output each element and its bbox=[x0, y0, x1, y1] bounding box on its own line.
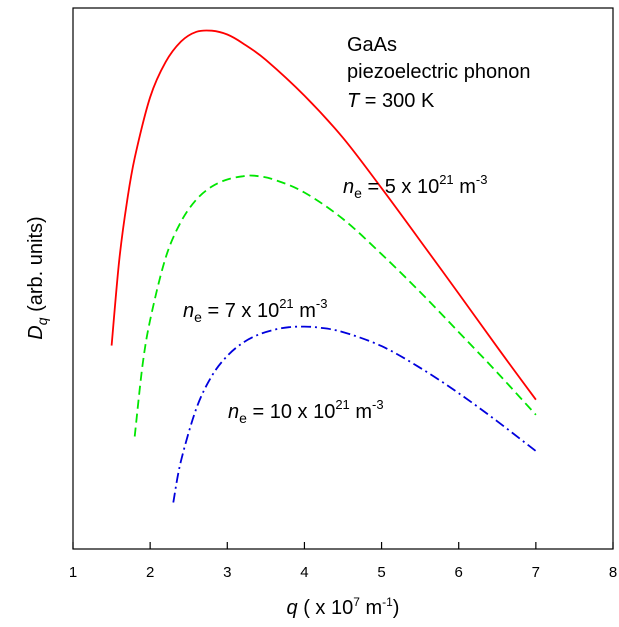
x-axis-unit-mid: m bbox=[360, 597, 382, 619]
x-tick-label-1: 2 bbox=[146, 564, 154, 581]
annotation-material: GaAs bbox=[347, 34, 397, 56]
x-axis-ticks: 1 2 3 4 5 6 7 8 bbox=[69, 542, 617, 581]
series-line-0 bbox=[110, 29, 537, 401]
series-line-1 bbox=[133, 174, 537, 437]
annotation-temperature: T = 300 K bbox=[347, 90, 435, 112]
annotation-temperature-value: = 300 K bbox=[359, 90, 435, 112]
series-label-2: ne = 10 x 1021 m-3 bbox=[228, 397, 384, 426]
series-label-0-part-5: -3 bbox=[476, 172, 488, 187]
series-label-0-part-3: 21 bbox=[439, 172, 453, 187]
x-tick-label-5: 6 bbox=[455, 564, 463, 581]
x-axis-unit-suffix: ) bbox=[393, 597, 400, 619]
series-label-1-part-3: 21 bbox=[279, 296, 293, 311]
series-label-2-part-3: 21 bbox=[335, 397, 349, 412]
series-label-1-part-1: e bbox=[194, 309, 202, 325]
series-labels: ne = 5 x 1021 m-3ne = 7 x 1021 m-3ne = 1… bbox=[183, 172, 487, 426]
y-axis-rest: (arb. units) bbox=[25, 216, 47, 317]
y-axis-sub: q bbox=[34, 317, 50, 325]
annotation-mechanism: piezoelectric phonon bbox=[347, 61, 530, 83]
x-axis-unit-prefix: ( x 10 bbox=[298, 597, 354, 619]
series-layer bbox=[110, 29, 537, 503]
x-tick-label-3: 4 bbox=[300, 564, 308, 581]
x-axis-title: q ( x 107 m-1) bbox=[287, 595, 400, 619]
series-label-2-part-2: = 10 x 10 bbox=[247, 401, 335, 423]
x-axis-unit-exp2: -1 bbox=[382, 595, 393, 609]
series-label-0-part-2: = 5 x 10 bbox=[362, 176, 439, 198]
series-label-2-part-5: -3 bbox=[372, 397, 384, 412]
annotation-temperature-var: T bbox=[347, 90, 361, 112]
x-tick-label-7: 8 bbox=[609, 564, 617, 581]
y-axis-var: D bbox=[25, 325, 47, 339]
series-label-0-part-4: m bbox=[454, 176, 476, 198]
series-label-1-part-0: n bbox=[183, 300, 194, 322]
y-axis-title: Dq (arb. units) bbox=[25, 216, 50, 339]
x-axis-var: q bbox=[287, 597, 298, 619]
series-label-2-part-4: m bbox=[350, 401, 372, 423]
x-tick-label-6: 7 bbox=[532, 564, 540, 581]
series-label-2-part-0: n bbox=[228, 401, 239, 423]
series-label-1-part-5: -3 bbox=[316, 296, 328, 311]
x-tick-label-4: 5 bbox=[377, 564, 385, 581]
series-label-0-part-0: n bbox=[343, 176, 354, 198]
series-label-2-part-1: e bbox=[239, 410, 247, 426]
series-label-0-part-1: e bbox=[354, 185, 362, 201]
series-label-0: ne = 5 x 1021 m-3 bbox=[343, 172, 487, 201]
x-tick-label-0: 1 bbox=[69, 564, 77, 581]
x-tick-label-2: 3 bbox=[223, 564, 231, 581]
plot-frame bbox=[72, 7, 614, 550]
series-label-1-part-4: m bbox=[294, 300, 316, 322]
series-label-1: ne = 7 x 1021 m-3 bbox=[183, 296, 327, 325]
series-label-1-part-2: = 7 x 10 bbox=[202, 300, 279, 322]
x-axis-unit-exp: 7 bbox=[353, 595, 360, 609]
series-line-2 bbox=[172, 325, 537, 503]
